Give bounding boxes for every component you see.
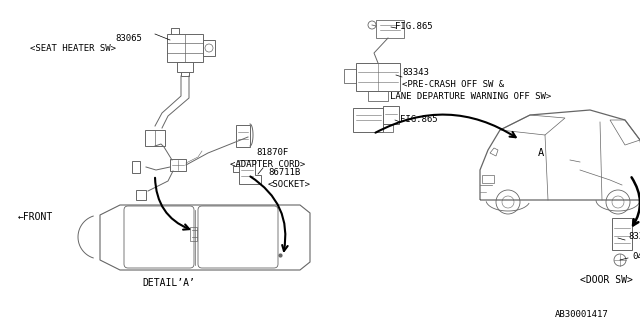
Text: DETAIL’A’: DETAIL’A’ [142, 278, 195, 288]
Bar [344, 69, 356, 83]
Text: 86711B: 86711B [268, 168, 300, 177]
Text: 81870F: 81870F [256, 148, 288, 157]
Text: <SOCKET>: <SOCKET> [268, 180, 311, 189]
Text: FIG.865: FIG.865 [395, 22, 433, 31]
Bar [145, 130, 165, 146]
Bar [170, 159, 186, 171]
Text: ←FRONT: ←FRONT [18, 212, 53, 222]
Bar [383, 106, 399, 124]
Bar [136, 190, 146, 200]
Text: 0474S: 0474S [632, 252, 640, 261]
Bar [167, 34, 203, 62]
Text: <PRE-CRASH OFF SW &: <PRE-CRASH OFF SW & [402, 80, 504, 89]
Bar [203, 40, 215, 56]
Bar [482, 175, 494, 183]
Bar [376, 20, 404, 38]
Text: LANE DEPARTURE WARNING OFF SW>: LANE DEPARTURE WARNING OFF SW> [390, 92, 551, 101]
Bar [353, 108, 383, 132]
Bar [356, 63, 400, 91]
Bar [132, 161, 140, 173]
Text: AB30001417: AB30001417 [555, 310, 609, 319]
Bar [368, 91, 388, 101]
Text: <SEAT HEATER SW>: <SEAT HEATER SW> [30, 44, 116, 53]
Text: 83343: 83343 [402, 68, 429, 77]
Text: <DOOR SW>: <DOOR SW> [580, 275, 633, 285]
Bar [177, 62, 193, 72]
Bar [236, 125, 250, 147]
Text: 83065: 83065 [115, 34, 142, 43]
Text: 83331E: 83331E [628, 232, 640, 241]
Bar [190, 227, 197, 241]
Text: A: A [538, 148, 544, 158]
Text: FIG.865: FIG.865 [400, 115, 438, 124]
Text: <ADAPTER CORD>: <ADAPTER CORD> [230, 160, 305, 169]
Bar [383, 124, 393, 132]
